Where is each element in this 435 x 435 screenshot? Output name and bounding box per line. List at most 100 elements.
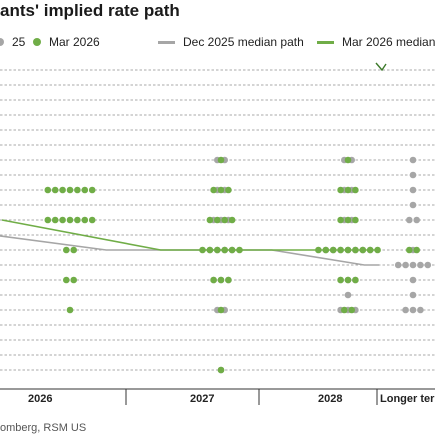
mar-2026-dot: [217, 366, 225, 374]
legend-mar-dot-icon: [33, 38, 41, 46]
mar-2026-dot: [344, 156, 352, 164]
dec-2025-dot: [409, 201, 417, 209]
mar-2026-dot: [44, 186, 52, 194]
mar-2026-dot: [352, 186, 359, 194]
mar-2026-dot: [366, 246, 374, 254]
mar-2026-dot: [51, 186, 59, 194]
mar-2026-dot: [88, 186, 96, 194]
mar-2026-dot: [228, 246, 236, 254]
mar-2026-dot: [214, 216, 221, 224]
mar-2026-dot: [344, 276, 352, 284]
mar-2026-dot: [315, 246, 322, 254]
dec-2025-dot: [409, 291, 417, 299]
dec-2025-dot: [402, 261, 409, 269]
dot-plot-chart: 2026 2027 2028 Longer ter: [0, 62, 435, 405]
x-tick-label: 2026: [28, 393, 52, 405]
mar-2026-dot: [413, 246, 421, 254]
dec-2025-dot: [417, 306, 424, 314]
mar-2026-dot: [352, 216, 359, 224]
dec-2025-dot: [409, 261, 417, 269]
dec-2025-dot: [409, 171, 417, 179]
legend-label: Mar 2026 median pa: [342, 35, 435, 49]
legend-label: Dec 2025 median path: [183, 35, 304, 49]
mar-2026-dot: [344, 246, 352, 254]
mar-2026-dot: [217, 186, 225, 194]
x-tick-label: Longer ter: [380, 393, 435, 405]
mar-2026-dot: [337, 246, 344, 254]
dec-2025-dot: [413, 216, 421, 224]
legend-item-dec-median: Dec 2025 median path: [158, 35, 304, 49]
mar-2026-dot: [51, 216, 59, 224]
dec-2025-dot: [402, 306, 409, 314]
legend-dec-line-icon: [158, 40, 175, 44]
legend-mar-line-icon: [317, 40, 334, 44]
mar-2026-dot: [337, 216, 344, 224]
dec-2025-dot: [406, 216, 413, 224]
mar-2026-dot: [59, 186, 66, 194]
legend-label: 25: [12, 35, 26, 49]
mar-2026-dot: [221, 246, 228, 254]
mar-2026-dot: [341, 306, 348, 314]
mar-2026-dot: [352, 276, 359, 284]
mar-2026-dot: [81, 216, 89, 224]
mar-2026-dot: [225, 276, 232, 284]
mar-2026-dot: [217, 306, 225, 314]
mar-2026-dot: [322, 246, 330, 254]
mar-2026-dot: [206, 246, 214, 254]
arrow-marker: [375, 62, 387, 72]
mar-2026-dot: [337, 186, 344, 194]
legend-item-mar-median: Mar 2026 median pa: [317, 35, 435, 49]
mar-2026-dot: [66, 306, 74, 314]
mar-2026-dot: [214, 246, 221, 254]
mar-2026-dot: [221, 216, 228, 224]
chart-title: ants' implied rate path: [0, 1, 180, 20]
legend-item-dec-dots: 25: [0, 35, 25, 49]
dec-2025-dot: [409, 276, 417, 284]
mar-2026-dot: [344, 186, 352, 194]
mar-2026-dot: [348, 306, 356, 314]
mar-2026-dot: [352, 246, 359, 254]
mar-2026-dot: [337, 276, 344, 284]
mar-2026-dot: [217, 276, 225, 284]
mar-2026-dot: [217, 156, 225, 164]
dec-2025-dot: [344, 291, 352, 299]
mar-2026-dot: [70, 276, 77, 284]
mar-2026-dot: [74, 216, 81, 224]
mar-2026-dot: [329, 246, 337, 254]
mar-2026-dot: [228, 216, 236, 224]
mar-2026-dot: [374, 246, 381, 254]
source-note: omberg, RSM US: [0, 422, 87, 434]
mar-2026-dot: [199, 246, 206, 254]
dec-2025-dot: [409, 306, 417, 314]
mar-2026-dot: [406, 246, 413, 254]
legend-label: Mar 2026: [49, 35, 100, 49]
mar-2026-dot: [59, 216, 66, 224]
mar-2026-dot: [66, 186, 74, 194]
dec-2025-dot: [394, 261, 402, 269]
mar-2026-dot: [206, 216, 214, 224]
dec-2025-dot: [409, 156, 417, 164]
legend-item-mar-dots: Mar 2026: [33, 35, 100, 49]
mar-2026-dot: [236, 246, 243, 254]
mar-2026-dot: [63, 276, 70, 284]
mar-2026-dot: [210, 186, 217, 194]
mar-2026-dot: [344, 216, 352, 224]
mar-2026-dot: [70, 246, 77, 254]
mar-2026-dot: [81, 186, 89, 194]
mar-2026-dot: [66, 216, 74, 224]
mar-2026-dot: [74, 186, 81, 194]
legend-dec-dot-icon: [0, 38, 4, 46]
chart-legend: 25 Mar 2026 Dec 2025 median path Mar 202…: [0, 33, 435, 53]
mar-2026-dot: [44, 216, 52, 224]
dec-2025-dot: [424, 261, 432, 269]
dec-2025-dot: [409, 186, 417, 194]
dec-median-path-line: [0, 235, 380, 266]
x-tick-label: 2028: [318, 393, 342, 405]
mar-2026-dot: [88, 216, 96, 224]
x-tick-label: 2027: [190, 393, 214, 405]
mar-2026-dot: [225, 186, 232, 194]
mar-2026-dot: [359, 246, 367, 254]
mar-2026-dot: [210, 276, 217, 284]
dec-2025-dot: [417, 261, 424, 269]
mar-2026-dot: [63, 246, 70, 254]
